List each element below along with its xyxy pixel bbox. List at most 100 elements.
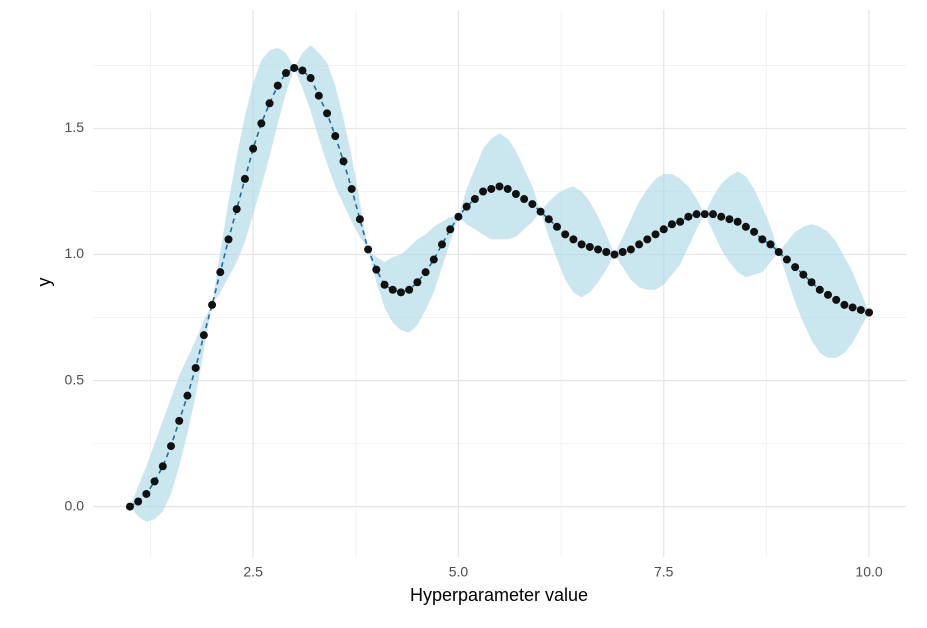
data-point (561, 230, 570, 239)
data-point (733, 217, 742, 226)
data-point (199, 331, 208, 340)
y-tick-label: 1.0 (65, 245, 85, 261)
data-point (495, 182, 504, 191)
data-point (175, 416, 184, 425)
data-point (840, 300, 849, 309)
data-point (807, 278, 816, 287)
data-point (249, 144, 258, 153)
data-point (848, 303, 857, 312)
data-point (191, 363, 200, 372)
data-point (479, 187, 488, 196)
data-point (380, 280, 389, 289)
data-point (865, 308, 874, 317)
data-point (610, 250, 619, 259)
data-point (569, 235, 578, 244)
data-point (758, 235, 767, 244)
data-point (709, 210, 718, 219)
data-point (536, 207, 545, 216)
x-axis-label: Hyperparameter value (410, 585, 588, 605)
y-tick-label: 0.5 (65, 371, 85, 387)
data-point (462, 202, 471, 211)
data-point (782, 255, 791, 264)
data-point (602, 247, 611, 256)
data-point (676, 217, 685, 226)
y-tick-label: 0.0 (65, 497, 85, 513)
data-point (577, 240, 586, 249)
data-point (799, 270, 808, 279)
data-point (298, 66, 307, 75)
data-point (265, 99, 274, 108)
data-point (273, 81, 282, 90)
data-point (725, 215, 734, 224)
data-point (134, 497, 143, 506)
data-point (429, 255, 438, 264)
data-point (183, 391, 192, 400)
data-point (257, 119, 266, 128)
data-point (856, 305, 865, 314)
data-point (405, 285, 414, 294)
data-point (331, 132, 340, 141)
data-point (125, 502, 134, 511)
data-point (766, 240, 775, 249)
data-point (347, 184, 356, 193)
data-point (314, 91, 323, 100)
data-point (167, 442, 176, 451)
x-tick-label: 5.0 (449, 564, 469, 580)
data-point (741, 222, 750, 231)
data-point (364, 245, 373, 254)
data-point (240, 174, 249, 183)
data-point (355, 215, 364, 224)
data-point (594, 245, 603, 254)
grid (93, 10, 906, 557)
data-point (150, 477, 159, 486)
data-point (438, 240, 447, 249)
data-point (216, 268, 225, 277)
data-point (552, 222, 561, 231)
x-tick-label: 2.5 (243, 564, 263, 580)
data-point (511, 190, 520, 199)
data-point (454, 212, 463, 221)
data-point (232, 205, 241, 214)
data-point (618, 247, 627, 256)
data-point (470, 195, 479, 204)
data-point (791, 263, 800, 272)
data-point (750, 227, 759, 236)
data-point (823, 290, 832, 299)
data-point (339, 157, 348, 166)
data-point (388, 285, 397, 294)
data-point (626, 245, 635, 254)
data-point (585, 242, 594, 251)
y-tick-label: 1.5 (65, 119, 85, 135)
data-point (487, 184, 496, 193)
data-point (281, 69, 290, 78)
data-point (700, 210, 709, 219)
data-point (503, 184, 512, 193)
data-point (651, 230, 660, 239)
data-point (692, 210, 701, 219)
data-point (446, 225, 455, 234)
data-point (520, 195, 529, 204)
data-point (717, 212, 726, 221)
confidence-band (129, 45, 870, 522)
data-point (158, 462, 167, 471)
data-point (832, 295, 841, 304)
x-tick-label: 7.5 (654, 564, 674, 580)
data-point (544, 215, 553, 224)
data-point (413, 278, 422, 287)
data-point (208, 300, 217, 309)
data-point (421, 268, 430, 277)
data-point (659, 225, 668, 234)
data-point (667, 220, 676, 229)
data-point (372, 265, 381, 274)
data-point (306, 74, 315, 83)
data-point (684, 212, 693, 221)
y-axis-label: y (34, 278, 54, 287)
x-tick-label: 10.0 (855, 564, 882, 580)
data-point (224, 235, 233, 244)
data-point (142, 489, 151, 498)
data-point (528, 200, 537, 209)
data-point (774, 247, 783, 256)
data-point (323, 109, 332, 118)
data-point (815, 285, 824, 294)
